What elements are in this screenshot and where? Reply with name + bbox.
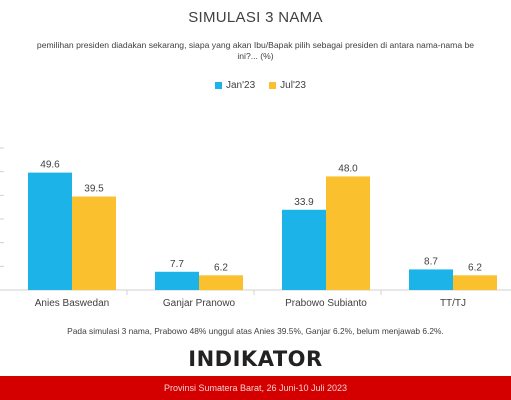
bar-jul23-2	[199, 275, 243, 290]
data-label-jan23-3: 33.9	[294, 197, 314, 208]
data-label-jul23-4: 6.2	[468, 262, 482, 273]
bar-jan23-1	[28, 172, 72, 290]
data-label-jul23-1: 39.5	[84, 184, 104, 195]
bar-jan23-3	[282, 209, 326, 290]
legend-label-jan23: Jan'23	[226, 80, 256, 91]
category-label-2: Ganjar Pranowo	[163, 298, 236, 309]
bar-jan23-4	[409, 269, 453, 290]
footer-bar: Provinsi Sumatera Barat, 26 Juni-10 Juli…	[0, 376, 511, 400]
data-label-jan23-2: 7.7	[170, 259, 184, 270]
legend-label-jul23: Jul'23	[280, 80, 306, 91]
legend-item-jan23: Jan'23	[215, 80, 255, 91]
survey-question: pemilihan presiden diadakan sekarang, si…	[0, 40, 511, 62]
chart-note: Pada simulasi 3 nama, Prabowo 48% unggul…	[67, 326, 444, 336]
bar-jan23-2	[155, 271, 199, 290]
bar-jul23-4	[453, 275, 497, 290]
chart-legend: Jan'23 Jul'23	[215, 80, 320, 91]
data-label-jan23-1: 49.6	[40, 160, 60, 171]
category-label-1: Anies Baswedan	[35, 298, 110, 309]
chart-title: SIMULASI 3 NAMA	[188, 9, 323, 26]
legend-item-jul23: Jul'23	[269, 80, 306, 91]
bar-jul23-1	[72, 196, 116, 290]
survey-question-line-2: ini?... (%)	[237, 51, 274, 61]
bar-chart: 49.6 39.5 Anies Baswedan 7.7 6.2 Ganjar Prano…	[0, 147, 511, 309]
bar-jul23-3	[326, 176, 370, 290]
indikator-logo: INDIKATOR	[188, 347, 323, 371]
data-label-jul23-3: 48.0	[338, 163, 358, 174]
category-label-4: TT/TJ	[440, 298, 466, 309]
data-label-jan23-4: 8.7	[424, 256, 438, 267]
legend-swatch-jul23	[269, 82, 277, 89]
data-label-jul23-2: 6.2	[214, 262, 228, 273]
legend-swatch-jan23	[215, 82, 222, 89]
survey-question-line-1: pemilihan presiden diadakan sekarang, si…	[36, 40, 475, 50]
footer-text: Provinsi Sumatera Barat, 26 Juni-10 Juli…	[163, 383, 348, 393]
category-label-3: Prabowo Subianto	[285, 298, 367, 309]
